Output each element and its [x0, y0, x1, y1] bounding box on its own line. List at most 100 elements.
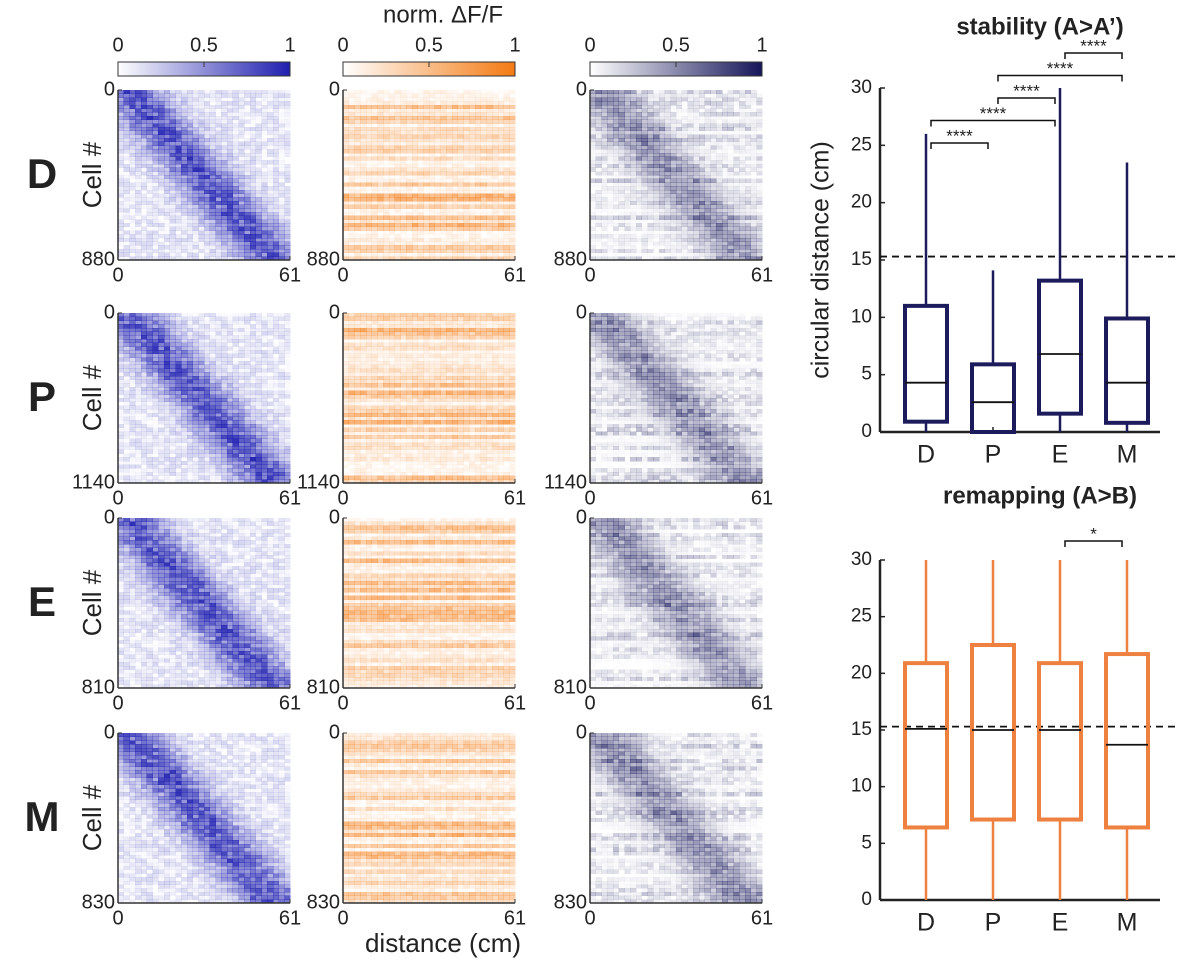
heatmap-cell [710, 189, 717, 194]
heatmap-cell [221, 234, 228, 239]
heatmap-cell [232, 152, 239, 158]
heatmap-cell [267, 160, 274, 165]
heatmap-cell [750, 141, 757, 146]
heatmap-cell [169, 386, 176, 392]
heatmap-cell [118, 119, 125, 124]
heatmap-cell [457, 175, 464, 180]
heatmap-cell [118, 394, 124, 398]
heatmap-cell [388, 156, 396, 161]
heatmap-cell [140, 101, 148, 106]
heatmap-cell [163, 338, 171, 344]
heatmap-cell [503, 93, 510, 98]
heatmap-cell [509, 256, 516, 261]
heatmap-cell [267, 112, 274, 117]
heatmap-cell [250, 123, 256, 127]
heatmap-cell [612, 226, 620, 231]
heatmap-cell [601, 104, 608, 109]
heatmap-cell [394, 115, 401, 121]
heatmap-cell [630, 126, 637, 132]
heatmap-cell [716, 211, 723, 217]
heatmap-cell [595, 138, 602, 143]
heatmap-cell [192, 223, 199, 228]
heatmap-cell [509, 215, 516, 220]
heatmap-cell [704, 138, 711, 143]
heatmap-cell [492, 252, 499, 257]
heatmap-cell [272, 119, 280, 124]
heatmap-cell [272, 138, 280, 143]
heatmap-cell [278, 349, 285, 355]
heatmap-cell [641, 215, 648, 220]
heatmap-cell [687, 167, 694, 172]
heatmap-cell [371, 245, 378, 250]
heatmap-cell [232, 149, 239, 154]
heatmap-cell [232, 368, 239, 373]
heatmap-cell [486, 112, 493, 117]
heatmap-cell [704, 156, 711, 161]
heatmap-cell [739, 208, 746, 213]
heatmap-cell [676, 93, 683, 98]
heatmap-cell [429, 226, 436, 231]
heatmap-cell [226, 346, 234, 351]
heatmap-cell [186, 372, 194, 377]
heatmap-cell [751, 160, 757, 164]
heatmap-cell [682, 112, 688, 116]
heatmap-cell [192, 256, 199, 261]
heatmap-cell [238, 252, 245, 257]
heatmap-cell [474, 119, 482, 124]
heatmap-cell [394, 226, 401, 231]
heatmap-cell [590, 149, 596, 153]
heatmap-cell [198, 208, 205, 213]
heatmap-cell [429, 252, 436, 257]
heatmap-cell [509, 208, 516, 213]
heatmap-cell [377, 252, 384, 257]
heatmap-cell [226, 394, 234, 399]
heatmap-cell [284, 226, 291, 231]
heatmap-cell [641, 234, 648, 239]
heatmap-cell [360, 115, 367, 121]
heatmap-cell [244, 372, 251, 377]
heatmap-cell [232, 197, 239, 202]
heatmap-cell [129, 175, 136, 180]
heatmap-cell [590, 237, 597, 243]
heatmap-cell [676, 253, 682, 257]
heatmap-cell [687, 178, 694, 183]
heatmap-cell [739, 237, 746, 243]
heatmap-cell [169, 193, 176, 198]
heatmap-cell [612, 149, 620, 154]
heatmap-cell [255, 186, 262, 191]
heatmap-cell [670, 211, 677, 217]
heatmap-cell [503, 237, 510, 243]
heatmap-cell [198, 390, 205, 395]
heatmap-cell [343, 226, 350, 231]
heatmap-cell [406, 149, 413, 154]
heatmap-cell [612, 134, 620, 139]
heatmap-cell [141, 190, 147, 194]
heatmap-cell [152, 186, 159, 191]
heatmap-cell [261, 160, 268, 165]
heatmap-cell [215, 357, 222, 362]
heatmap-cell [750, 145, 757, 150]
heatmap-cell [377, 134, 384, 139]
heatmap-cell [658, 241, 666, 246]
heatmap-cell [348, 175, 355, 180]
heatmap-cell [698, 197, 706, 202]
heatmap-cell [169, 197, 176, 202]
heatmap-cell [406, 178, 413, 183]
heatmap-cell [457, 252, 464, 257]
heatmap-cell [681, 178, 688, 183]
heatmap-cell [158, 398, 165, 403]
heatmap-cell [129, 253, 135, 257]
heatmap-cell [411, 138, 419, 143]
heatmap-cell [348, 226, 355, 231]
heatmap-cell [727, 215, 734, 220]
heatmap-cell [221, 108, 228, 113]
heatmap-cell [175, 130, 182, 135]
heatmap-cell [434, 241, 441, 246]
heatmap-cell [140, 361, 148, 366]
heatmap-cell [152, 223, 159, 228]
heatmap-cell [192, 234, 199, 239]
heatmap-cell [158, 252, 165, 257]
heatmap-cell [486, 171, 493, 176]
heatmap-cell [497, 141, 505, 146]
heatmap-cell [272, 368, 280, 373]
